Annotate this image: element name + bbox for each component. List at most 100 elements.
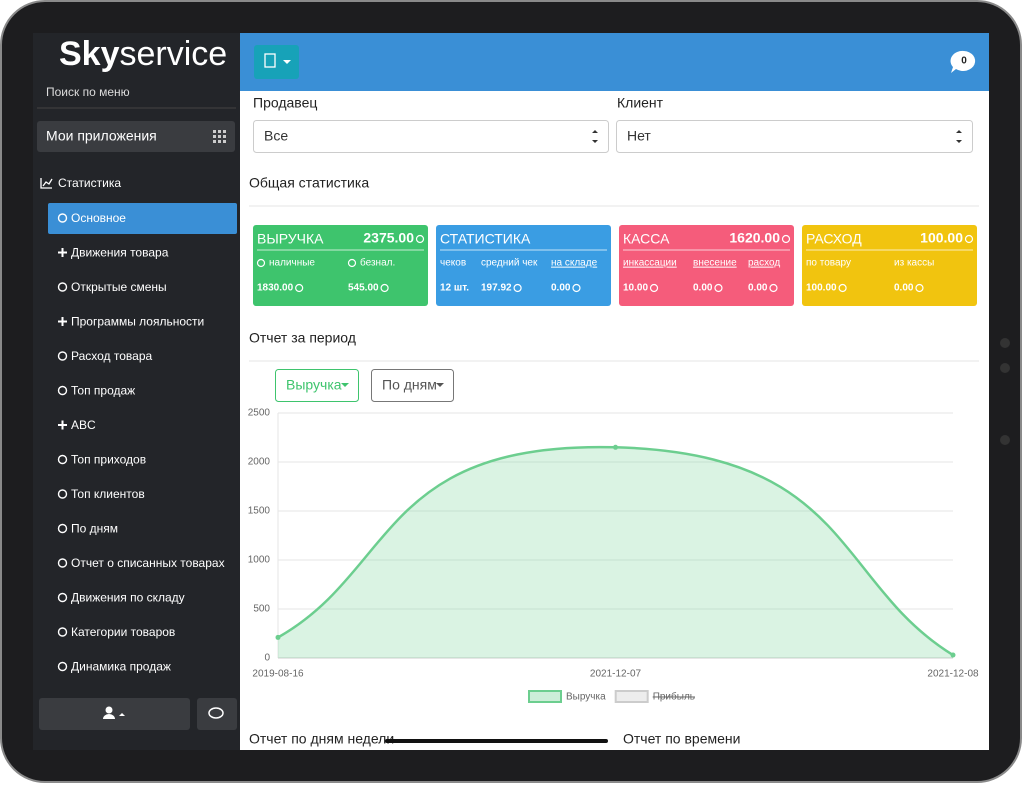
section-title: Отчет по времени [623, 731, 740, 747]
circle-icon [57, 661, 68, 672]
logo: Skyservice [59, 35, 227, 73]
card-label[interactable]: на складе [551, 258, 598, 269]
card-label[interactable]: расход [748, 258, 780, 269]
card-title: РАСХОД [806, 231, 862, 247]
point [950, 652, 956, 658]
menu-item[interactable]: Расход товара [71, 349, 153, 363]
card-value: 12 шт. [440, 283, 469, 294]
x-tick-label: 2021-12-08 [927, 669, 979, 680]
card-label: безнал. [360, 257, 395, 269]
excel-icon [264, 53, 276, 68]
currency-icon [915, 283, 924, 293]
card-value: 0.00 [693, 283, 713, 294]
seller-value: Все [264, 128, 288, 144]
user-icon [105, 706, 113, 714]
card-value: 0.00 [551, 283, 571, 294]
chat-icon[interactable] [950, 50, 976, 73]
menu-item[interactable]: Движения товара [71, 246, 169, 260]
card-label[interactable]: инкассации [623, 258, 677, 269]
client-label: Клиент [617, 95, 664, 111]
card-total: 100.00 [920, 230, 963, 246]
x-tick-label: 2021-12-07 [590, 669, 642, 680]
card-value: 197.92 [481, 283, 512, 294]
currency-icon [964, 234, 974, 244]
chat-button[interactable] [197, 698, 237, 730]
point [275, 634, 281, 640]
circle-icon [57, 351, 68, 361]
menu-item[interactable]: Программы лояльности [71, 315, 204, 329]
currency-icon [572, 283, 581, 293]
section-title: Общая статистика [249, 175, 369, 191]
card-title: СТАТИСТИКА [440, 231, 531, 247]
currency-icon [649, 283, 659, 293]
apps-button[interactable] [37, 121, 235, 152]
currency-icon [256, 258, 266, 268]
legend-label[interactable]: Выручка [566, 692, 606, 703]
menu-item[interactable]: Основное [71, 211, 126, 225]
y-tick-label: 0 [264, 653, 270, 664]
user-button[interactable] [39, 698, 190, 730]
section-title: Отчет по дням недели [249, 731, 394, 747]
metric-dropdown[interactable] [275, 369, 359, 402]
cards: ВЫРУЧКА 2375.00 наличные безнал. 1830.00 545.… [253, 225, 977, 306]
card-title: ВЫРУЧКА [257, 231, 324, 247]
currency-icon [380, 283, 389, 293]
top-bar [240, 33, 989, 91]
caret [119, 713, 125, 716]
seller-label: Продавец [253, 95, 317, 111]
chart-icon [40, 178, 53, 189]
circle-icon [57, 282, 68, 292]
legend-label[interactable]: Прибыль [653, 691, 695, 703]
logo-service: service [120, 35, 228, 73]
card-value: 0.00 [894, 283, 914, 294]
seller-select[interactable] [253, 120, 609, 153]
caret [341, 383, 349, 387]
card-value: 0.00 [748, 283, 768, 294]
currency-icon [714, 283, 723, 293]
card-label[interactable]: внесение [693, 258, 737, 269]
period-dropdown[interactable] [371, 369, 454, 402]
caret [436, 383, 444, 387]
menu-item[interactable]: По дням [71, 522, 118, 536]
currency-icon [838, 283, 847, 293]
currency-icon [295, 283, 304, 293]
notification-count: 0 [961, 56, 967, 67]
card-title: КАССА [623, 231, 670, 247]
plus-icon [58, 317, 67, 326]
area [278, 447, 953, 658]
menu-item[interactable]: Движения по складу [71, 591, 185, 605]
currency-icon [781, 234, 791, 244]
circle-icon [57, 454, 68, 465]
circle-icon [57, 213, 68, 223]
legend-swatch[interactable] [614, 690, 649, 703]
menu-item[interactable]: Топ продаж [71, 384, 135, 398]
plus-icon [58, 248, 67, 257]
circle-icon [57, 385, 68, 396]
menu-active[interactable] [48, 203, 237, 234]
menu-item[interactable]: Отчет о списанных товарах [71, 556, 225, 570]
circle-icon [57, 558, 68, 568]
menu-item[interactable]: Топ приходов [71, 453, 146, 467]
menu-item[interactable]: Открытые смены [71, 280, 167, 294]
menu-item[interactable]: Динамика продаж [71, 660, 171, 674]
menu-search[interactable]: Поиск по меню [46, 85, 130, 99]
y-tick-label: 2500 [248, 408, 271, 419]
caret [283, 60, 291, 64]
section-title: Отчет за период [249, 330, 356, 346]
select-arrows [592, 130, 598, 143]
menu: Основное Движения товара Открытые смены Про… [48, 203, 237, 674]
menu-item[interactable]: ABC [71, 418, 96, 432]
legend-swatch[interactable] [528, 690, 562, 703]
currency-icon [769, 283, 778, 293]
menu-item[interactable]: Категории товаров [71, 625, 175, 639]
export-button[interactable] [254, 45, 299, 79]
frame-button [1000, 435, 1010, 445]
menu-item[interactable]: Топ клиентов [71, 487, 145, 501]
card-value: 10.00 [623, 283, 648, 294]
stat-card [436, 225, 611, 306]
client-select[interactable] [616, 120, 973, 153]
plus-icon [58, 420, 67, 430]
y-tick-label: 500 [253, 604, 270, 615]
y-tick-label: 1000 [248, 555, 271, 566]
